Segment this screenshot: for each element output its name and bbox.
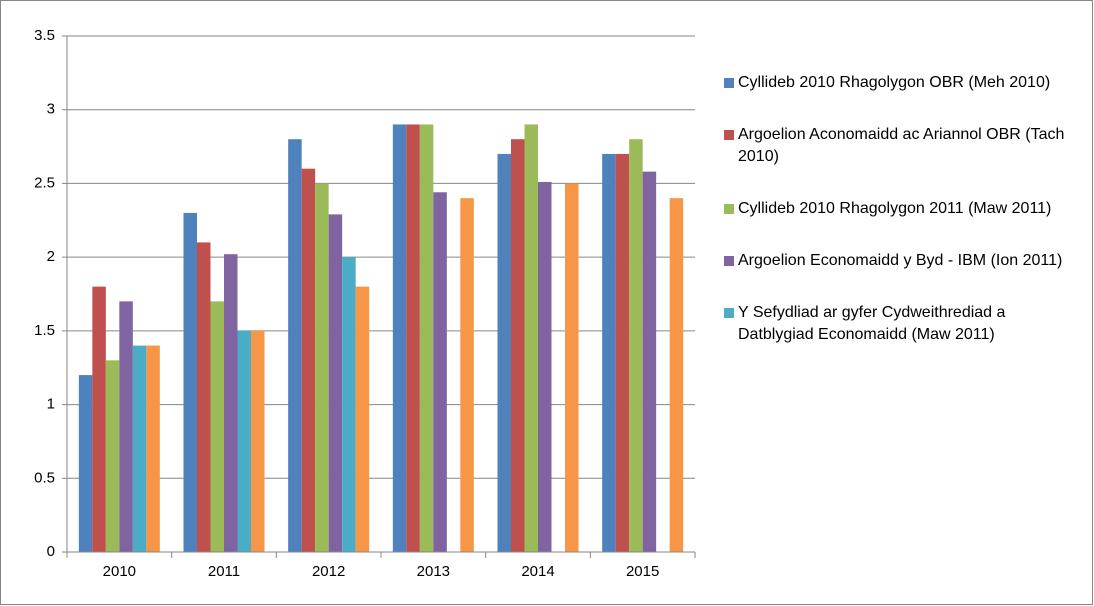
bar — [355, 286, 370, 552]
bar — [224, 254, 238, 553]
bar — [315, 183, 329, 552]
legend-label: Cyllideb 2010 Rhagolygon OBR (Meh 2010) — [738, 74, 1051, 91]
bar — [105, 360, 120, 552]
bar — [237, 330, 251, 552]
legend-item: Y Sefydliad ar gyfer Cydweithrediad a Da… — [724, 302, 1079, 346]
y-tick-label: 1 — [47, 396, 55, 413]
y-tick-label: 3.5 — [34, 27, 55, 44]
x-tick-label: 2013 — [417, 563, 450, 580]
bar — [146, 345, 160, 552]
bar — [642, 171, 657, 553]
x-tick-label: 2012 — [312, 563, 345, 580]
x-tick-label: 2010 — [103, 563, 136, 580]
bar — [342, 257, 356, 552]
x-tick-label: 2011 — [208, 563, 240, 580]
bar — [78, 375, 93, 552]
y-tick-label: 2 — [47, 248, 55, 265]
bar — [615, 153, 630, 552]
bar — [433, 192, 447, 552]
y-tick-label: 0 — [47, 543, 55, 560]
bar — [406, 124, 420, 552]
bar — [565, 183, 579, 552]
x-tick-label: 2014 — [521, 563, 554, 580]
bar — [210, 301, 224, 552]
legend-label: Argoelion Economaidd y Byd - IBM (Ion 20… — [738, 252, 1063, 269]
bar — [288, 139, 302, 552]
bar — [629, 139, 643, 552]
legend-swatch — [724, 204, 734, 214]
bar — [538, 181, 552, 552]
x-tick-label: 2015 — [626, 563, 659, 580]
bar — [92, 286, 106, 552]
y-tick-label: 0.5 — [34, 469, 55, 486]
legend-swatch — [724, 78, 734, 88]
bar — [183, 212, 197, 552]
legend-swatch — [724, 256, 734, 266]
bar — [497, 153, 511, 552]
legend-label: Y Sefydliad ar gyfer Cydweithrediad a Da… — [738, 304, 1006, 343]
y-tick-label: 3 — [47, 101, 55, 118]
bar — [392, 124, 407, 552]
legend-item: Argoelion Economaidd y Byd - IBM (Ion 20… — [724, 250, 1079, 272]
bar — [511, 139, 525, 552]
bar — [251, 330, 265, 552]
legend-swatch — [724, 130, 734, 140]
legend-swatch — [724, 308, 734, 318]
bar — [524, 124, 538, 552]
bar — [602, 153, 616, 552]
legend-item: Cyllideb 2010 Rhagolygon 2011 (Maw 2011) — [724, 198, 1079, 220]
legend: Cyllideb 2010 Rhagolygon OBR (Meh 2010) A… — [724, 72, 1079, 376]
legend-label: Argoelion Aconomaidd ac Ariannol OBR (Ta… — [738, 126, 1065, 165]
bar — [119, 301, 133, 552]
bar — [419, 124, 434, 552]
bar — [197, 242, 211, 552]
bar — [460, 198, 474, 552]
y-tick-label: 2.5 — [34, 174, 55, 191]
bar — [132, 345, 147, 552]
bar — [301, 168, 316, 552]
legend-item: Argoelion Aconomaidd ac Ariannol OBR (Ta… — [724, 124, 1079, 168]
legend-label: Cyllideb 2010 Rhagolygon 2011 (Maw 2011) — [738, 200, 1052, 217]
legend-item: Cyllideb 2010 Rhagolygon OBR (Meh 2010) — [724, 72, 1079, 94]
y-tick-label: 1.5 — [34, 322, 55, 339]
bar — [328, 214, 343, 553]
bar — [669, 198, 684, 552]
